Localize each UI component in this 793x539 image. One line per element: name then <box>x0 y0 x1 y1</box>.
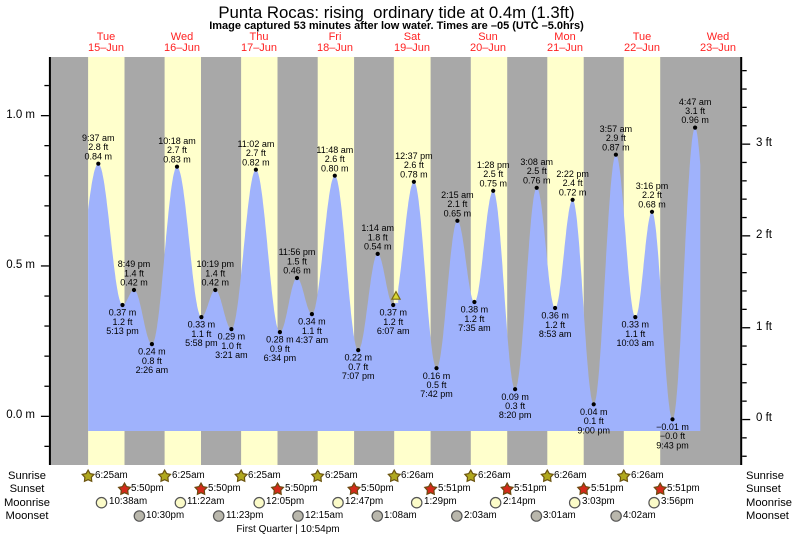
svg-text:0.04 m: 0.04 m <box>580 407 608 417</box>
svg-text:2.7 ft: 2.7 ft <box>246 148 267 158</box>
svg-text:0.80 m: 0.80 m <box>321 163 349 173</box>
svg-text:3:21 am: 3:21 am <box>215 350 248 360</box>
svg-text:4:47 am: 4:47 am <box>679 97 712 107</box>
svg-text:0.7 ft: 0.7 ft <box>348 362 369 372</box>
svg-text:8:49 pm: 8:49 pm <box>118 259 151 269</box>
svg-text:3.1 ft: 3.1 ft <box>685 106 706 116</box>
svg-text:2.5 ft: 2.5 ft <box>527 166 548 176</box>
svg-text:−0.0 ft: −0.0 ft <box>660 431 686 441</box>
svg-text:5:58 pm: 5:58 pm <box>185 338 218 348</box>
svg-text:1.5 ft: 1.5 ft <box>287 256 308 266</box>
svg-text:0.42 m: 0.42 m <box>202 278 230 288</box>
svg-text:1.2 ft: 1.2 ft <box>112 317 133 327</box>
svg-text:0.38 m: 0.38 m <box>461 305 489 315</box>
svg-text:11:56 pm: 11:56 pm <box>279 247 316 257</box>
svg-text:0.28 m: 0.28 m <box>266 335 294 345</box>
svg-text:1.2 ft: 1.2 ft <box>383 317 404 327</box>
svg-text:1.2 ft: 1.2 ft <box>464 314 485 324</box>
svg-text:0.16 m: 0.16 m <box>423 371 451 381</box>
svg-text:0.37 m: 0.37 m <box>109 308 137 318</box>
svg-text:2.4 ft: 2.4 ft <box>563 178 584 188</box>
svg-text:0.46 m: 0.46 m <box>283 266 311 276</box>
svg-text:0.84 m: 0.84 m <box>85 151 113 161</box>
svg-text:0.33 m: 0.33 m <box>622 320 650 330</box>
svg-text:3:16 pm: 3:16 pm <box>636 181 669 191</box>
svg-text:3:57 am: 3:57 am <box>600 124 633 134</box>
svg-text:11:02 am: 11:02 am <box>237 139 274 149</box>
svg-text:0.68 m: 0.68 m <box>638 199 666 209</box>
svg-text:2.2 ft: 2.2 ft <box>642 190 663 200</box>
svg-text:0.5 ft: 0.5 ft <box>426 380 447 390</box>
svg-text:2.9 ft: 2.9 ft <box>606 133 627 143</box>
svg-text:7:07 pm: 7:07 pm <box>342 371 375 381</box>
svg-text:0.75 m: 0.75 m <box>479 178 507 188</box>
svg-text:11:48 am: 11:48 am <box>316 145 353 155</box>
svg-text:2.7 ft: 2.7 ft <box>167 145 188 155</box>
svg-text:0.37 m: 0.37 m <box>379 308 407 318</box>
svg-text:2.6 ft: 2.6 ft <box>404 160 425 170</box>
svg-text:10:03 am: 10:03 am <box>617 338 655 348</box>
svg-text:0.09 m: 0.09 m <box>501 392 529 402</box>
svg-text:0.87 m: 0.87 m <box>602 142 630 152</box>
svg-text:−0.01 m: −0.01 m <box>656 422 689 432</box>
svg-text:3:08 am: 3:08 am <box>520 157 553 167</box>
svg-text:9:00 pm: 9:00 pm <box>577 425 610 435</box>
svg-text:1.1 ft: 1.1 ft <box>302 326 323 336</box>
svg-text:1:28 pm: 1:28 pm <box>477 160 510 170</box>
svg-text:0.22 m: 0.22 m <box>344 353 372 363</box>
svg-text:2:15 am: 2:15 am <box>441 190 474 200</box>
svg-text:2.8 ft: 2.8 ft <box>88 142 109 152</box>
svg-text:1.1 ft: 1.1 ft <box>191 329 212 339</box>
svg-text:8:53 am: 8:53 am <box>539 329 572 339</box>
svg-text:2.6 ft: 2.6 ft <box>325 154 346 164</box>
svg-text:0.78 m: 0.78 m <box>400 169 428 179</box>
svg-text:10:18 am: 10:18 am <box>158 136 196 146</box>
svg-text:0.36 m: 0.36 m <box>541 311 569 321</box>
svg-text:2.1 ft: 2.1 ft <box>447 199 468 209</box>
svg-text:1:14 am: 1:14 am <box>361 223 394 233</box>
svg-text:0.82 m: 0.82 m <box>242 157 270 167</box>
svg-text:2.5 ft: 2.5 ft <box>483 169 504 179</box>
svg-text:9:37 am: 9:37 am <box>82 133 115 143</box>
svg-text:0.29 m: 0.29 m <box>218 332 246 342</box>
svg-text:0.9 ft: 0.9 ft <box>270 344 291 354</box>
svg-text:2:26 am: 2:26 am <box>136 365 169 375</box>
svg-text:0.34 m: 0.34 m <box>298 317 326 327</box>
svg-text:1.0 ft: 1.0 ft <box>221 341 242 351</box>
svg-text:1.2 ft: 1.2 ft <box>545 320 566 330</box>
svg-text:0.83 m: 0.83 m <box>163 154 191 164</box>
svg-text:0.42 m: 0.42 m <box>120 278 148 288</box>
svg-text:1.8 ft: 1.8 ft <box>368 232 389 242</box>
svg-text:4:37 am: 4:37 am <box>296 335 329 345</box>
svg-text:0.3 ft: 0.3 ft <box>505 401 526 411</box>
svg-text:7:35 am: 7:35 am <box>458 323 491 333</box>
svg-text:8:20 pm: 8:20 pm <box>499 410 532 420</box>
svg-text:6:07 am: 6:07 am <box>377 326 410 336</box>
svg-text:1.4 ft: 1.4 ft <box>124 268 145 278</box>
svg-text:1.4 ft: 1.4 ft <box>205 268 226 278</box>
svg-text:12:37 pm: 12:37 pm <box>395 151 433 161</box>
svg-text:2:22 pm: 2:22 pm <box>556 169 589 179</box>
svg-text:0.96 m: 0.96 m <box>681 115 709 125</box>
svg-text:0.33 m: 0.33 m <box>188 320 216 330</box>
svg-text:0.76 m: 0.76 m <box>523 175 551 185</box>
svg-text:0.8 ft: 0.8 ft <box>142 356 163 366</box>
svg-text:0.65 m: 0.65 m <box>444 208 472 218</box>
svg-text:10:19 pm: 10:19 pm <box>197 259 235 269</box>
svg-text:0.1 ft: 0.1 ft <box>584 416 605 426</box>
svg-text:9:43 pm: 9:43 pm <box>656 440 689 450</box>
svg-text:1.1 ft: 1.1 ft <box>625 329 646 339</box>
svg-text:6:34 pm: 6:34 pm <box>264 353 297 363</box>
svg-text:0.72 m: 0.72 m <box>559 187 587 197</box>
svg-text:5:13 pm: 5:13 pm <box>106 326 139 336</box>
svg-text:7:42 pm: 7:42 pm <box>420 389 453 399</box>
svg-text:0.24 m: 0.24 m <box>138 347 166 357</box>
svg-text:0.54 m: 0.54 m <box>364 242 392 252</box>
